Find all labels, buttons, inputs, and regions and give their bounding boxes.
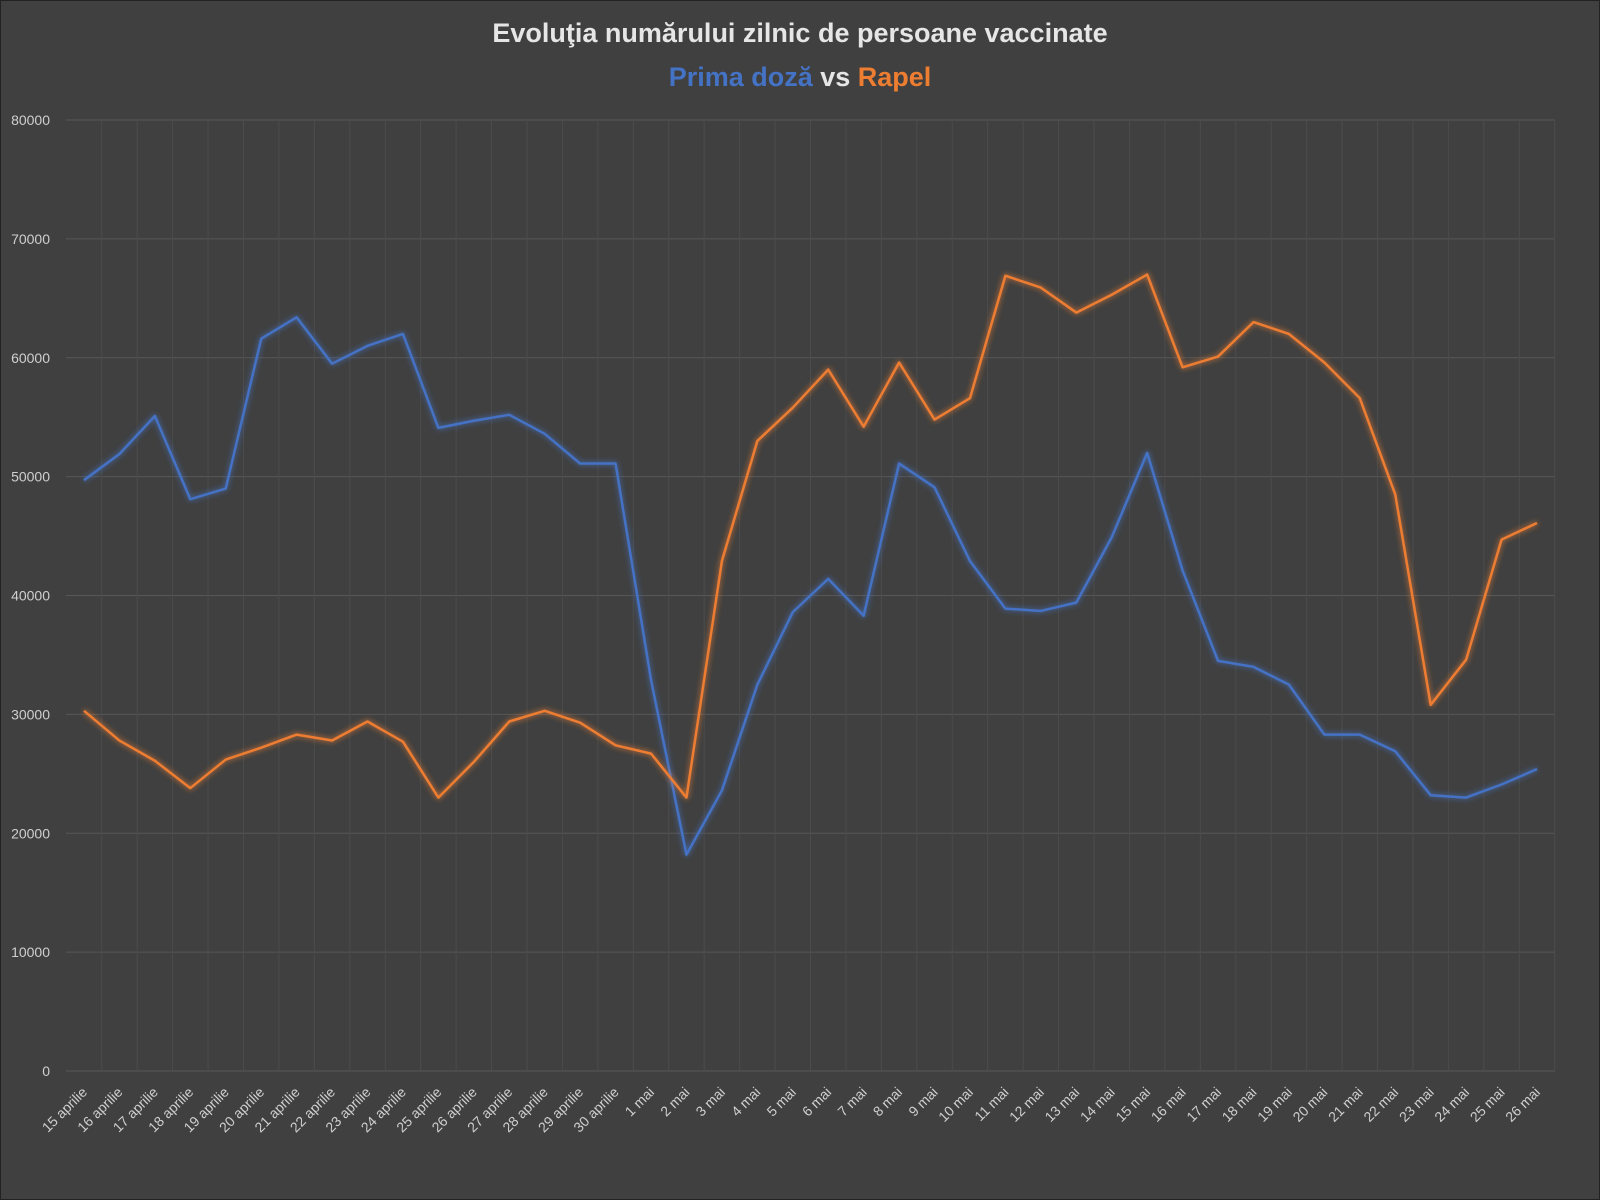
x-tick-label: 15 mai <box>1112 1084 1153 1125</box>
x-tick-label: 21 mai <box>1325 1084 1366 1125</box>
x-tick-label: 1 mai <box>622 1084 658 1120</box>
legend-vs: vs <box>812 62 858 92</box>
y-tick-label: 20000 <box>11 825 50 841</box>
x-tick-label: 25 mai <box>1467 1084 1508 1125</box>
series-line-prima-doza <box>83 316 1538 856</box>
chart-subtitle: Prima doză vs Rapel <box>0 62 1600 93</box>
x-tick-label: 5 mai <box>763 1084 799 1120</box>
x-tick-label: 18 mai <box>1219 1084 1260 1125</box>
y-tick-label: 70000 <box>11 231 50 247</box>
x-tick-label: 23 mai <box>1396 1084 1437 1125</box>
x-tick-label: 6 mai <box>799 1084 835 1120</box>
x-tick-label: 19 mai <box>1254 1084 1295 1125</box>
x-tick-label: 20 mai <box>1289 1084 1330 1125</box>
y-tick-label: 10000 <box>11 944 50 960</box>
x-tick-label: 13 mai <box>1041 1084 1082 1125</box>
chart-title: Evoluţia numărului zilnic de persoane va… <box>492 18 1108 48</box>
x-tick-label: 16 mai <box>1148 1084 1189 1125</box>
x-tick-label: 8 mai <box>870 1084 906 1120</box>
x-tick-label: 24 mai <box>1431 1084 1472 1125</box>
x-tick-label: 2 mai <box>657 1084 693 1120</box>
x-tick-label: 26 mai <box>1502 1084 1543 1125</box>
y-tick-label: 80000 <box>11 112 50 128</box>
x-tick-label: 14 mai <box>1077 1084 1118 1125</box>
x-tick-label: 10 mai <box>935 1084 976 1125</box>
x-tick-label: 17 mai <box>1183 1084 1224 1125</box>
y-tick-label: 30000 <box>11 706 50 722</box>
series-line-rapel <box>83 273 1538 799</box>
y-tick-label: 50000 <box>11 469 50 485</box>
x-tick-label: 7 mai <box>834 1084 870 1120</box>
x-tick-label: 3 mai <box>693 1084 729 1120</box>
legend-prima-doza: Prima doză <box>668 62 813 92</box>
x-tick-label: 11 mai <box>971 1084 1011 1124</box>
x-tick-label: 22 mai <box>1360 1084 1401 1125</box>
x-tick-label: 4 mai <box>728 1084 764 1120</box>
y-tick-label: 0 <box>42 1063 50 1079</box>
y-tick-label: 40000 <box>11 588 50 604</box>
x-tick-label: 12 mai <box>1006 1084 1047 1125</box>
y-tick-label: 60000 <box>11 350 50 366</box>
legend-rapel: Rapel <box>857 62 932 92</box>
